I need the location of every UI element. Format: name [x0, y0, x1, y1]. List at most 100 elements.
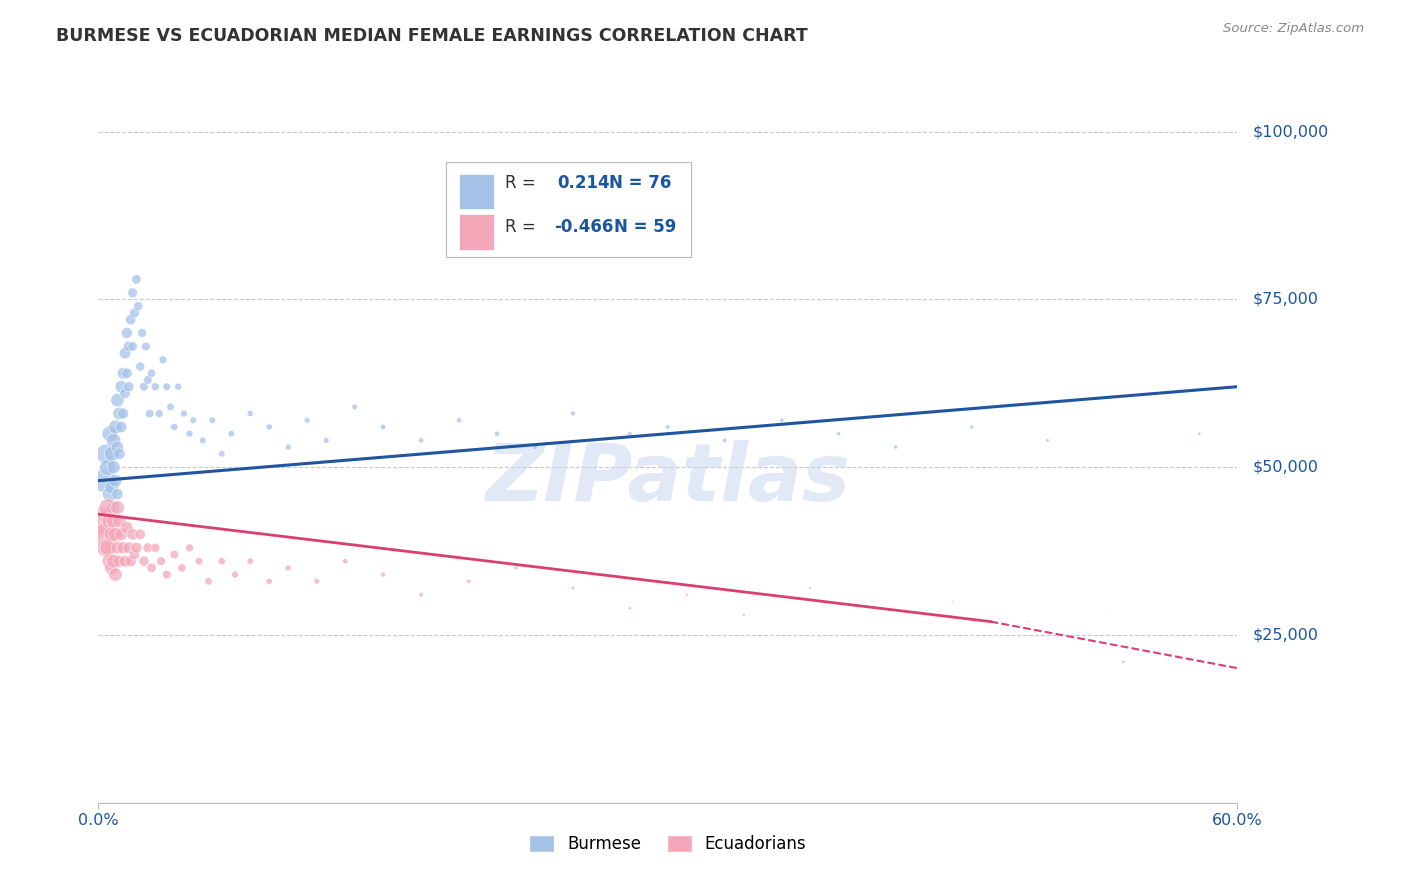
- Point: [121, 285, 143, 300]
- Point: [562, 407, 585, 421]
- Point: [315, 434, 337, 448]
- Point: [1170, 648, 1192, 662]
- Point: [733, 607, 755, 622]
- Point: [159, 400, 181, 414]
- Point: [524, 440, 547, 454]
- Point: [828, 426, 851, 441]
- Point: [129, 527, 152, 541]
- Point: [107, 500, 129, 515]
- Point: [297, 413, 319, 427]
- Point: [371, 420, 394, 434]
- Text: R =: R =: [505, 218, 541, 236]
- Point: [411, 434, 433, 448]
- Point: [93, 527, 115, 541]
- Point: [103, 554, 125, 568]
- Point: [141, 561, 163, 575]
- Point: [115, 326, 138, 340]
- Point: [120, 312, 142, 326]
- Point: [98, 487, 121, 501]
- Point: [942, 594, 965, 608]
- Point: [91, 514, 114, 528]
- Point: [221, 426, 243, 441]
- Point: [104, 527, 127, 541]
- Point: [107, 487, 129, 501]
- Point: [108, 447, 131, 461]
- Point: [112, 407, 135, 421]
- Point: [145, 541, 167, 555]
- Point: [108, 554, 131, 568]
- Point: [562, 581, 585, 595]
- Point: [129, 359, 152, 374]
- Point: [107, 393, 129, 408]
- Point: [657, 420, 679, 434]
- Point: [94, 447, 117, 461]
- Point: [107, 541, 129, 555]
- Point: [114, 386, 136, 401]
- Point: [138, 407, 160, 421]
- Point: [108, 407, 131, 421]
- Point: [239, 407, 262, 421]
- Point: [167, 380, 190, 394]
- Point: [107, 440, 129, 454]
- Point: [100, 447, 122, 461]
- Point: [163, 420, 186, 434]
- Point: [103, 500, 125, 515]
- Point: [110, 527, 132, 541]
- Point: [619, 601, 641, 615]
- Point: [156, 567, 179, 582]
- Point: [115, 521, 138, 535]
- Point: [183, 413, 205, 427]
- Point: [94, 541, 117, 555]
- Point: [156, 380, 179, 394]
- Point: [619, 426, 641, 441]
- Point: [100, 561, 122, 575]
- Point: [1188, 426, 1211, 441]
- Point: [118, 380, 141, 394]
- Point: [371, 567, 394, 582]
- Point: [277, 561, 299, 575]
- Text: -0.466: -0.466: [554, 218, 613, 236]
- Point: [486, 426, 509, 441]
- Point: [676, 588, 699, 602]
- Point: [770, 413, 793, 427]
- Text: $100,000: $100,000: [1253, 124, 1329, 139]
- Point: [114, 554, 136, 568]
- Point: [104, 567, 127, 582]
- Point: [145, 380, 167, 394]
- Point: [170, 561, 193, 575]
- Point: [150, 554, 173, 568]
- Point: [132, 380, 155, 394]
- FancyBboxPatch shape: [446, 161, 690, 257]
- Text: $50,000: $50,000: [1253, 459, 1319, 475]
- Point: [115, 366, 138, 380]
- Point: [191, 434, 214, 448]
- Text: ZIPatlas: ZIPatlas: [485, 440, 851, 517]
- Point: [714, 434, 737, 448]
- Point: [112, 366, 135, 380]
- Point: [97, 541, 120, 555]
- Point: [103, 434, 125, 448]
- Point: [103, 514, 125, 528]
- Point: [112, 541, 135, 555]
- Point: [211, 554, 233, 568]
- Point: [131, 326, 153, 340]
- Point: [259, 574, 281, 589]
- Point: [136, 541, 159, 555]
- Point: [121, 339, 143, 353]
- Point: [163, 548, 186, 562]
- Point: [98, 514, 121, 528]
- Text: $75,000: $75,000: [1253, 292, 1319, 307]
- Point: [100, 480, 122, 494]
- Point: [125, 541, 148, 555]
- Point: [103, 460, 125, 475]
- Point: [224, 567, 246, 582]
- Point: [335, 554, 357, 568]
- Point: [135, 339, 157, 353]
- Point: [188, 554, 211, 568]
- Point: [1036, 434, 1059, 448]
- Bar: [460, 174, 494, 209]
- Point: [98, 554, 121, 568]
- Point: [239, 554, 262, 568]
- Bar: [460, 214, 494, 250]
- Point: [152, 352, 174, 367]
